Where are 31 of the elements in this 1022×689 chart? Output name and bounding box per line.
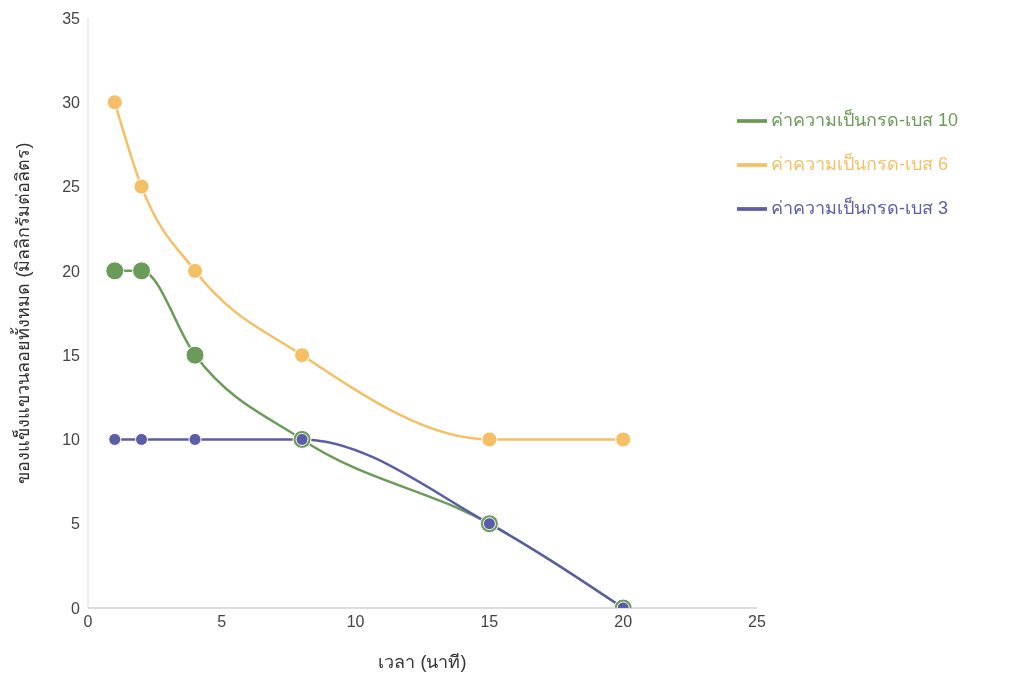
point: [187, 262, 204, 279]
point: [108, 432, 122, 446]
point: [105, 261, 125, 281]
y-tick-label: 35: [62, 9, 81, 27]
y-tick-label: 20: [62, 262, 81, 280]
y-tick-label: 25: [62, 178, 81, 196]
y-tick-label: 15: [62, 346, 81, 364]
point: [135, 432, 149, 446]
x-tick-label: 20: [614, 613, 633, 631]
x-tick-label: 0: [83, 613, 93, 631]
x-tick-label: 10: [346, 613, 365, 631]
x-tick-label: 25: [748, 613, 766, 631]
legend-label: ค่าความเป็นกรด-เบส 3: [770, 198, 948, 218]
point: [615, 431, 632, 448]
point: [132, 261, 152, 281]
legend-label: ค่าความเป็นกรด-เบส 6: [770, 154, 948, 174]
legend-label: ค่าความเป็นกรด-เบส 10: [770, 110, 958, 130]
point: [133, 178, 150, 195]
x-axis-title: เวลา (นาที): [378, 652, 467, 672]
y-tick-label: 5: [71, 515, 81, 533]
x-tick-label: 15: [480, 613, 499, 631]
y-tick-label: 10: [62, 431, 81, 449]
y-tick-label: 30: [62, 93, 81, 111]
point: [185, 345, 205, 365]
point: [481, 431, 498, 448]
point: [294, 347, 311, 364]
point: [188, 432, 202, 446]
y-tick-label: 0: [71, 599, 81, 617]
x-tick-label: 5: [217, 613, 227, 631]
y-axis-title: ของแข็งแขวนลอยทั้งหมด (มิลลิกรัมต่อลิตร): [10, 142, 34, 484]
point: [106, 94, 123, 111]
